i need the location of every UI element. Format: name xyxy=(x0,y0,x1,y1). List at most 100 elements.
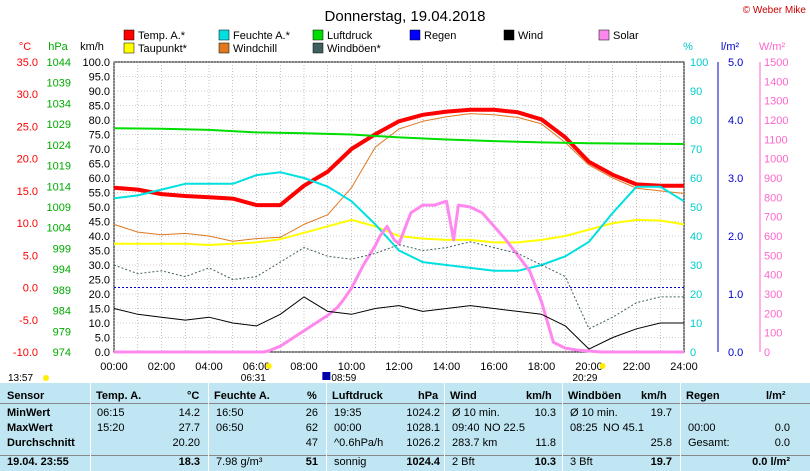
tick-label-humidity: 10 xyxy=(690,318,702,330)
tick-label-humidity: 80 xyxy=(690,115,702,127)
tick-label-rain: 1.0 xyxy=(728,289,743,301)
tick-label-temp: 10.0 xyxy=(17,218,38,230)
credit-text: © Weber Mike xyxy=(743,5,807,16)
tick-label-pressure: 1019 xyxy=(47,161,71,173)
tick-label-x: 24:00 xyxy=(670,361,698,373)
tick-label-solar: 200 xyxy=(764,308,782,320)
header-gust-unit: km/h xyxy=(641,390,667,402)
tick-label-humidity: 90 xyxy=(690,86,702,98)
tick-label-solar: 1000 xyxy=(764,154,788,166)
cell-press-v: 1026.2 xyxy=(406,437,440,449)
axis-unit-pressure: hPa xyxy=(48,41,68,53)
tick-label-wind: 95.0 xyxy=(89,72,110,84)
legend-label: Windchill xyxy=(233,43,277,55)
row-label: 19.04. 23:55 xyxy=(7,456,69,468)
tick-label-x: 20:00 xyxy=(575,361,603,373)
legend-swatch xyxy=(409,29,421,41)
tick-label-temp: -5.0 xyxy=(19,315,38,327)
tick-label-humidity: 100 xyxy=(690,57,708,69)
tick-label-pressure: 1024 xyxy=(47,140,71,152)
axis-unit-temp: °C xyxy=(19,41,31,53)
cell-hum-t: 16:50 xyxy=(216,407,244,419)
tick-label-x: 12:00 xyxy=(385,361,413,373)
cell-press-v: 1028.1 xyxy=(406,422,440,434)
tick-label-solar: 800 xyxy=(764,192,782,204)
legend-swatch xyxy=(312,29,324,41)
cell-temp-v: 18.3 xyxy=(178,456,200,468)
tick-label-x: 16:00 xyxy=(480,361,508,373)
header-pressure: Luftdruck xyxy=(332,390,383,402)
tick-label-pressure: 1044 xyxy=(47,57,71,69)
cell-gust-v: 25.8 xyxy=(650,437,672,449)
tick-label-humidity: 30 xyxy=(690,260,702,272)
tick-label-temp: 20.0 xyxy=(17,154,38,166)
axis-unit-solar: W/m² xyxy=(759,41,786,53)
tick-label-temp: 15.0 xyxy=(17,186,38,198)
cell-rain-v: 0.0 xyxy=(774,422,790,434)
tick-label-rain: 0.0 xyxy=(728,347,743,359)
cell-wind-v: 11.8 xyxy=(535,437,556,449)
cell-rain-v: 0.0 xyxy=(774,437,790,449)
tick-label-pressure: 999 xyxy=(53,243,71,255)
legend-swatch xyxy=(598,29,610,41)
tick-label-temp: 0.0 xyxy=(23,283,38,295)
tick-label-solar: 1400 xyxy=(764,76,788,88)
tick-label-wind: 15.0 xyxy=(89,304,110,316)
tick-label-temp: 35.0 xyxy=(17,57,38,69)
cell-press-t: ^0.6hPa/h xyxy=(334,437,384,449)
tick-label-pressure: 984 xyxy=(53,306,71,318)
legend-swatch xyxy=(312,42,324,54)
tick-label-wind: 45.0 xyxy=(89,217,110,229)
tick-label-pressure: 1034 xyxy=(47,98,71,110)
series-line-windchill xyxy=(113,113,685,242)
cell-hum-t: 7.98 g/m³ xyxy=(216,456,263,468)
cell-hum-v: 51 xyxy=(305,456,318,468)
cell-wind-d: NO 22.5 xyxy=(484,422,525,434)
row-label: MaxWert xyxy=(7,422,53,434)
cell-hum-v: 62 xyxy=(305,422,318,434)
tick-label-humidity: 50 xyxy=(690,202,702,214)
tick-label-solar: 900 xyxy=(764,173,782,185)
tick-label-solar: 700 xyxy=(764,212,782,224)
tick-label-rain: 5.0 xyxy=(728,57,743,69)
cell-wind-v: 10.3 xyxy=(534,456,556,468)
cell-gust-v: 19.7 xyxy=(650,407,672,419)
cell-gust-t: 08:25 xyxy=(570,422,598,434)
tick-label-wind: 90.0 xyxy=(89,86,110,98)
legend-swatch xyxy=(123,29,135,41)
tick-label-rain: 4.0 xyxy=(728,115,743,127)
tick-label-humidity: 20 xyxy=(690,289,702,301)
cell-temp-v: 14.2 xyxy=(178,407,200,419)
legend-swatch xyxy=(218,29,230,41)
header-pressure-unit: hPa xyxy=(418,390,439,402)
tick-label-pressure: 994 xyxy=(53,264,71,276)
cell-press-t: 00:00 xyxy=(334,422,362,434)
cell-wind-t: 283.7 km xyxy=(452,437,498,449)
tick-label-pressure: 1029 xyxy=(47,119,71,131)
tick-label-x: 06:00 xyxy=(243,361,271,373)
cell-gust-t: 3 Bft xyxy=(570,456,593,468)
tick-label-x: 18:00 xyxy=(528,361,556,373)
tick-label-pressure: 979 xyxy=(53,326,71,338)
tick-label-wind: 70.0 xyxy=(89,144,110,156)
series-line-feuchte-a xyxy=(113,171,685,272)
tick-label-wind: 55.0 xyxy=(89,188,110,200)
tick-label-solar: 500 xyxy=(764,250,782,262)
cell-temp-t: 06:15 xyxy=(97,407,125,419)
legend-swatch xyxy=(123,42,135,54)
cell-rain-t: Gesamt: xyxy=(688,437,730,449)
tick-label-wind: 5.0 xyxy=(95,333,110,345)
tick-label-solar: 100 xyxy=(764,328,782,340)
tick-label-wind: 75.0 xyxy=(89,130,110,142)
legend-swatch xyxy=(218,42,230,54)
cell-temp-v: 27.7 xyxy=(178,422,200,434)
moonrise-icon xyxy=(322,372,331,380)
tick-label-humidity: 40 xyxy=(690,231,702,243)
legend-label: Feuchte A.* xyxy=(233,30,291,42)
tick-label-humidity: 0 xyxy=(690,347,696,359)
header-sensor: Sensor xyxy=(7,390,45,402)
cell-rain-v: 0.0 l/m² xyxy=(752,456,790,468)
legend-label: Solar xyxy=(613,30,639,42)
tick-label-solar: 300 xyxy=(764,289,782,301)
header-humidity-unit: % xyxy=(307,390,317,402)
